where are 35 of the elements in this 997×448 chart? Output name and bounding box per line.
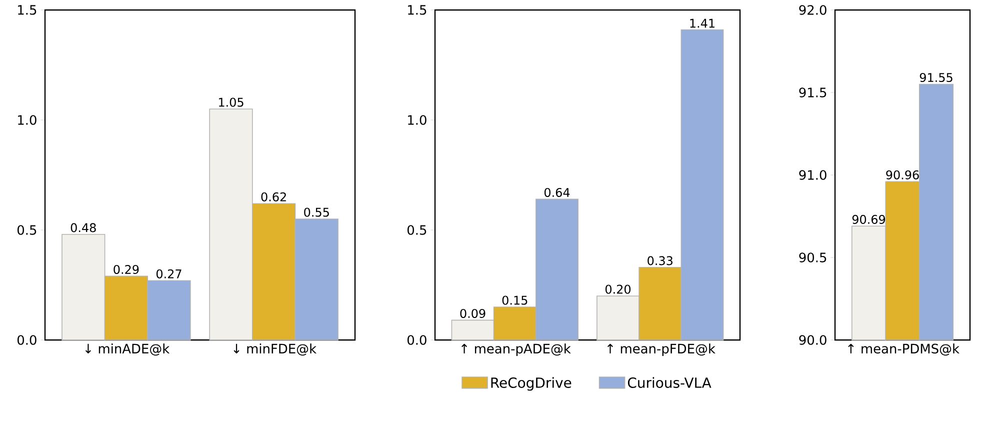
y-tick-label: 1.5	[18, 5, 36, 15]
y-tick-label: 1.0	[18, 115, 36, 125]
legend-label: Curious-VLA	[628, 377, 712, 388]
data-label: 0.55	[304, 208, 329, 217]
y-tick-label: 90.5	[799, 252, 826, 262]
y-tick-label: 0.0	[408, 335, 426, 345]
y-tick-label: 0.5	[18, 225, 36, 235]
x-tick-label: ↑ mean-PDMS@k	[848, 344, 960, 356]
data-label: 1.05	[219, 98, 244, 107]
x-tick-label: ↓ minADE@k	[85, 344, 170, 356]
y-tick-label: 92.0	[799, 5, 826, 15]
data-label: 0.62	[261, 192, 286, 202]
data-label: 0.33	[648, 256, 672, 266]
y-tick-label: 1.0	[408, 115, 426, 125]
data-label: 0.20	[605, 284, 631, 294]
x-tick-label: ↓ minFDE@k	[234, 344, 317, 356]
y-tick-label: 91.5	[799, 88, 826, 98]
data-label: 90.96	[886, 170, 919, 180]
data-label: 0.48	[70, 223, 96, 232]
data-label: 91.55	[920, 72, 952, 82]
y-tick-label: 0.0	[18, 335, 36, 345]
legend-label: ReCogDrive	[491, 377, 572, 391]
data-label: 0.09	[460, 308, 486, 318]
data-label: 1.41	[690, 18, 714, 28]
x-tick-label: ↑ mean-pADE@k	[462, 344, 571, 356]
y-tick-label: 0.5	[408, 225, 426, 235]
data-label: 0.29	[114, 264, 139, 274]
y-tick-label: 90.0	[799, 335, 826, 345]
data-label: 90.69	[852, 214, 886, 224]
data-label: 0.27	[156, 269, 182, 278]
data-label: 0.15	[502, 296, 528, 305]
y-tick-label: 91.0	[799, 170, 826, 180]
y-tick-label: 1.5	[408, 5, 426, 15]
x-tick-label: ↑ mean-pFDE@k	[607, 344, 716, 356]
data-label: 0.64	[544, 188, 570, 197]
